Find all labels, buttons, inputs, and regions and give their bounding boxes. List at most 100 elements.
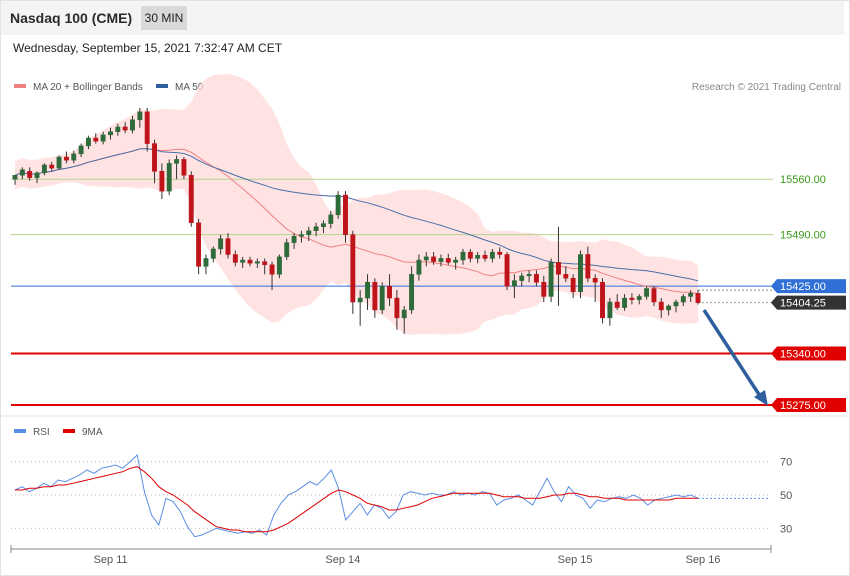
candle xyxy=(409,266,415,314)
candle xyxy=(680,294,686,306)
candle xyxy=(137,107,143,128)
interval-button[interactable]: 30 MIN xyxy=(141,6,187,30)
candle xyxy=(181,157,187,180)
candle xyxy=(453,256,459,270)
candle xyxy=(12,175,18,185)
candle xyxy=(240,256,246,268)
candle xyxy=(372,278,378,318)
candle xyxy=(570,274,576,299)
candle xyxy=(85,135,91,150)
candle xyxy=(93,133,99,144)
x-tick-label-sep-15: Sep 15 xyxy=(558,554,593,566)
candle xyxy=(548,258,554,303)
candle xyxy=(636,294,642,305)
candle xyxy=(328,210,334,229)
candle xyxy=(262,258,268,275)
candle xyxy=(651,286,657,306)
candle xyxy=(423,252,429,267)
candle xyxy=(298,230,304,243)
level-label-15404.25: 15404.25 xyxy=(780,298,826,310)
candle xyxy=(210,246,216,263)
candle xyxy=(152,139,157,184)
candle xyxy=(166,159,172,196)
candle xyxy=(108,127,113,140)
x-tick-label-sep-11: Sep 11 xyxy=(94,554,128,566)
candle xyxy=(460,248,466,265)
candle xyxy=(365,274,370,310)
candle xyxy=(622,294,628,311)
candle xyxy=(475,252,481,264)
level-label-15275.00: 15275.00 xyxy=(780,400,826,412)
candle xyxy=(600,278,605,324)
rsi-ma-line xyxy=(15,466,698,533)
candle xyxy=(247,256,253,267)
rsi-ma-legend-swatch xyxy=(63,429,75,433)
candle xyxy=(489,248,495,263)
candle xyxy=(592,274,598,303)
x-tick-label-sep-16: Sep 16 xyxy=(686,554,721,566)
instrument-title: Nasdaq 100 (CME) xyxy=(10,10,133,26)
ma20-legend-swatch xyxy=(14,84,26,88)
candle xyxy=(379,282,385,314)
candle xyxy=(196,218,202,275)
candle xyxy=(401,305,407,334)
level-label-15560.00: 15560.00 xyxy=(780,174,826,186)
candle xyxy=(519,272,525,287)
candle xyxy=(19,167,25,180)
candle xyxy=(504,252,510,291)
candle xyxy=(320,220,326,234)
candle xyxy=(387,274,393,306)
level-label-15340.00: 15340.00 xyxy=(780,349,826,361)
candle xyxy=(357,290,363,326)
candle xyxy=(100,131,106,145)
ma50-legend-swatch xyxy=(156,84,168,88)
candle xyxy=(673,299,679,313)
candle xyxy=(203,254,209,275)
candle xyxy=(144,107,150,152)
candle xyxy=(556,226,561,306)
level-label-15425.00: 15425.00 xyxy=(780,281,826,293)
level-tag-15340.00 xyxy=(771,346,846,361)
candle xyxy=(56,155,62,170)
candle xyxy=(585,246,591,283)
rsi-tick-label-50: 50 xyxy=(780,490,792,502)
candle xyxy=(218,234,224,255)
candle xyxy=(130,115,135,134)
candle xyxy=(438,254,444,267)
candle xyxy=(63,151,69,164)
copyright-text: Research © 2021 Trading Central xyxy=(692,82,841,93)
forecast-arrow-shaft xyxy=(702,309,762,397)
candle xyxy=(306,226,312,242)
candle xyxy=(445,253,451,265)
candle xyxy=(34,171,40,184)
candle xyxy=(78,143,84,158)
candle xyxy=(174,155,180,180)
candle xyxy=(284,238,290,261)
candle xyxy=(232,250,238,267)
candle xyxy=(41,163,47,176)
candle xyxy=(614,294,620,310)
candle xyxy=(335,191,341,219)
candle xyxy=(350,230,356,314)
rsi-tick-label-30: 30 xyxy=(780,523,792,535)
candle xyxy=(482,250,488,262)
candle xyxy=(431,252,437,265)
candle xyxy=(695,290,701,305)
candle xyxy=(313,222,319,237)
candle xyxy=(563,266,569,283)
candle xyxy=(533,270,539,287)
candle xyxy=(644,286,650,300)
candle xyxy=(526,270,532,283)
rsi-ma-legend-label: 9MA xyxy=(82,427,103,438)
ma50-line xyxy=(14,148,699,282)
candle xyxy=(27,167,33,181)
candle xyxy=(578,250,583,299)
ma50-legend-label: MA 50 xyxy=(175,82,204,93)
rsi-legend-swatch xyxy=(14,429,26,433)
candle xyxy=(541,275,547,303)
level-tag-15404.25 xyxy=(771,295,846,310)
candle xyxy=(607,298,613,326)
rsi-legend-label: RSI xyxy=(33,427,50,438)
rsi-tick-label-70: 70 xyxy=(780,457,792,469)
